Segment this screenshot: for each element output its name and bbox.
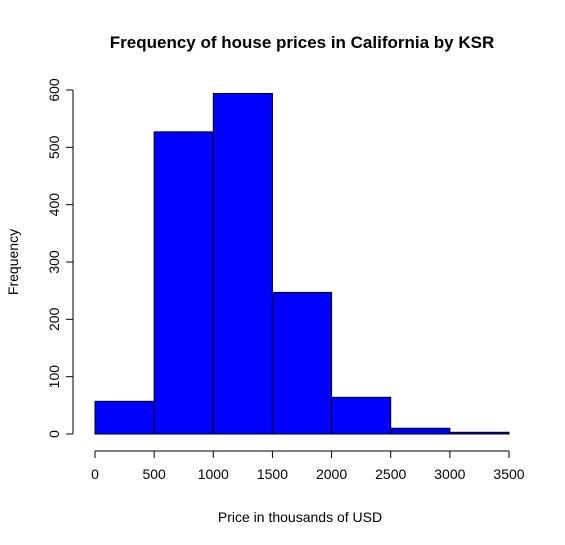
x-tick-label-6: 3000 bbox=[434, 466, 465, 482]
y-tick-label-3: 300 bbox=[46, 250, 62, 274]
x-tick-label-5: 2500 bbox=[375, 466, 406, 482]
histogram-bar-4 bbox=[331, 396, 392, 435]
x-tick-label-4: 2000 bbox=[316, 466, 347, 482]
x-axis: 0 500 1000 1500 2000 2500 3000 3500 bbox=[91, 450, 525, 482]
chart-title: Frequency of house prices in California … bbox=[110, 33, 494, 52]
y-axis: 0 100 200 300 400 500 600 bbox=[46, 78, 74, 438]
y-tick-label-0: 0 bbox=[46, 430, 62, 438]
x-tick-label-7: 3500 bbox=[493, 466, 524, 482]
y-tick-label-6: 600 bbox=[46, 78, 62, 102]
x-axis-label: Price in thousands of USD bbox=[218, 509, 382, 525]
histogram-bar-2 bbox=[212, 92, 273, 435]
x-tick-label-1: 500 bbox=[142, 466, 166, 482]
histogram-bar-6 bbox=[449, 431, 510, 435]
y-tick-label-2: 200 bbox=[46, 307, 62, 331]
y-axis-label: Frequency bbox=[5, 229, 21, 295]
y-tick-label-5: 500 bbox=[46, 135, 62, 159]
histogram-bar-0 bbox=[94, 400, 155, 435]
histogram-bar-3 bbox=[271, 291, 333, 435]
histogram-bar-1 bbox=[153, 131, 214, 435]
x-tick-label-2: 1000 bbox=[198, 466, 229, 482]
x-tick-label-3: 1500 bbox=[257, 466, 288, 482]
histogram-bar-5 bbox=[390, 427, 451, 435]
y-tick-label-1: 100 bbox=[46, 365, 62, 389]
x-tick-label-0: 0 bbox=[91, 466, 99, 482]
bars-group bbox=[94, 92, 510, 435]
y-tick-label-4: 400 bbox=[46, 193, 62, 217]
